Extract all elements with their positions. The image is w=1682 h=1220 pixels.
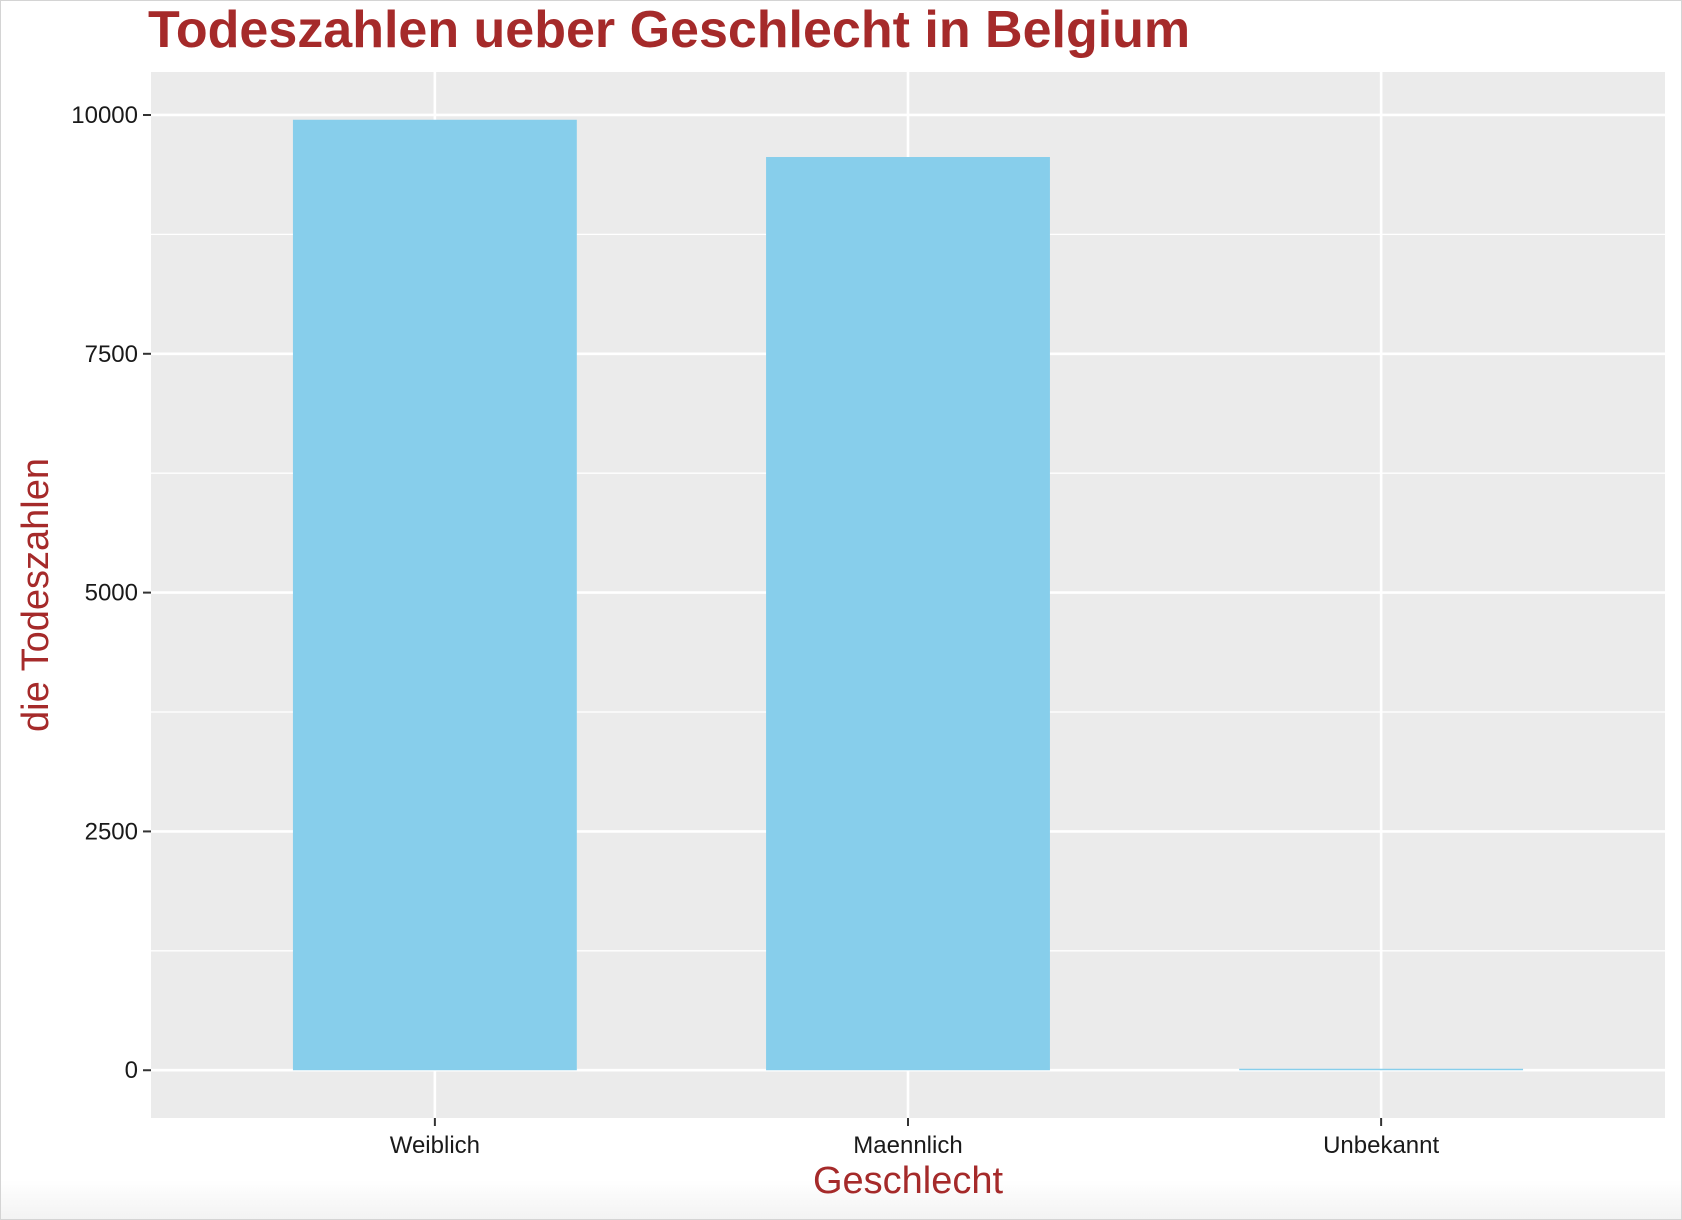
y-axis-ticks: 0 2500 5000 7500 10000 — [71, 102, 151, 1084]
y-tick-label: 10000 — [71, 102, 138, 129]
window-bottom-edge — [1, 1180, 1681, 1219]
x-axis-ticks: Weiblich Maennlich Unbekannt — [390, 1118, 1439, 1159]
x-tick-label: Maennlich — [853, 1132, 962, 1159]
bars — [292, 119, 1524, 1071]
y-tick-label: 5000 — [85, 580, 138, 607]
x-tick-label: Weiblich — [390, 1132, 480, 1159]
y-tick-label: 0 — [125, 1057, 138, 1084]
y-tick-label: 7500 — [85, 341, 138, 368]
chart-title: Todeszahlen ueber Geschlecht in Belgium — [148, 1, 1190, 59]
y-tick-label: 2500 — [85, 818, 138, 845]
y-axis-title: die Todeszahlen — [15, 458, 57, 732]
x-tick-label: Unbekannt — [1323, 1132, 1439, 1159]
bar-maennlich — [766, 157, 1050, 1071]
bar-weiblich — [292, 119, 577, 1071]
bar-unbekannt — [1239, 1068, 1524, 1071]
x-axis-title: Geschlecht — [813, 1160, 1004, 1202]
